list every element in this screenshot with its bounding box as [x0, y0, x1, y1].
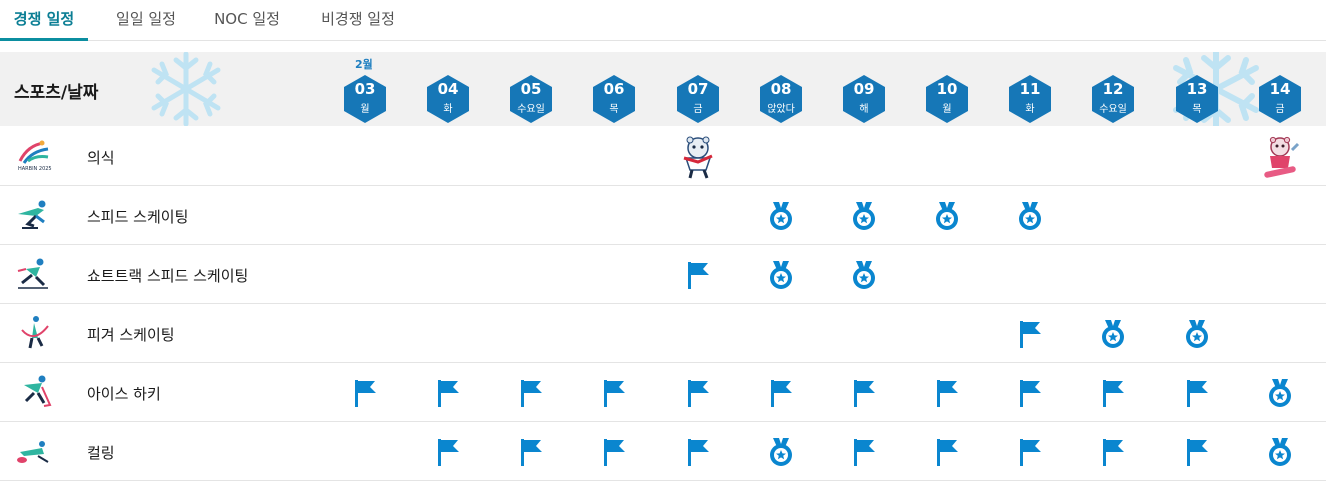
day-hexagon-06[interactable]: 06 목	[591, 74, 637, 124]
sport-name: 의식	[87, 149, 115, 167]
sport-date-heading: 스포츠/날짜	[14, 83, 99, 103]
day-weekday: 월	[942, 104, 952, 115]
sport-row[interactable]: 아이스 하키	[0, 363, 1326, 422]
day-weekday: 수요일	[1099, 104, 1127, 115]
event-flag-icon[interactable]	[764, 376, 798, 410]
day-hexagon-12[interactable]: 12 수요일	[1090, 74, 1136, 124]
medal-event-icon[interactable]	[847, 199, 881, 233]
month-label: 2월	[355, 58, 373, 71]
medal-event-icon[interactable]	[1013, 199, 1047, 233]
medal-event-icon[interactable]	[930, 199, 964, 233]
medal-event-icon[interactable]	[1263, 435, 1297, 469]
schedule-tabs: 경쟁 일정 일일 일정 NOC 일정 비경쟁 일정	[0, 0, 1326, 41]
harbin-2025-logo-icon: HARBIN 2025	[14, 137, 54, 175]
event-flag-icon[interactable]	[681, 376, 715, 410]
event-flag-icon[interactable]	[1180, 435, 1214, 469]
curling-icon	[14, 432, 54, 470]
day-hexagon-10[interactable]: 10 월	[924, 74, 970, 124]
sport-name: 피겨 스케이팅	[87, 326, 175, 344]
day-weekday: 앉았다	[767, 104, 795, 115]
day-weekday: 해	[859, 104, 869, 115]
event-flag-icon[interactable]	[1013, 317, 1047, 351]
day-hexagon-09[interactable]: 09 해	[841, 74, 887, 124]
event-flag-icon[interactable]	[597, 376, 631, 410]
day-number: 12	[1102, 80, 1124, 98]
medal-event-icon[interactable]	[1180, 317, 1214, 351]
sport-row[interactable]: HARBIN 2025 의식	[0, 127, 1326, 186]
day-hexagon-11[interactable]: 11 화	[1007, 74, 1053, 124]
figure-skating-icon	[14, 314, 54, 352]
tab-non-competition-schedule[interactable]: 비경쟁 일정	[321, 10, 395, 28]
day-weekday: 금	[1275, 104, 1285, 115]
day-weekday: 목	[1192, 104, 1202, 115]
event-flag-icon[interactable]	[930, 376, 964, 410]
day-weekday: 화	[1025, 104, 1035, 115]
medal-event-icon[interactable]	[764, 258, 798, 292]
svg-text:HARBIN 2025: HARBIN 2025	[18, 166, 52, 172]
day-number: 13	[1186, 80, 1208, 98]
medal-event-icon[interactable]	[1096, 317, 1130, 351]
event-flag-icon[interactable]	[348, 376, 382, 410]
event-flag-icon[interactable]	[514, 376, 548, 410]
event-flag-icon[interactable]	[1013, 435, 1047, 469]
day-hexagon-04[interactable]: 04 화	[425, 74, 471, 124]
event-flag-icon[interactable]	[681, 435, 715, 469]
event-flag-icon[interactable]	[514, 435, 548, 469]
sport-row[interactable]: 피겨 스케이팅	[0, 304, 1326, 363]
medal-event-icon[interactable]	[847, 258, 881, 292]
day-number: 09	[853, 80, 875, 98]
day-number: 11	[1019, 80, 1041, 98]
event-flag-icon[interactable]	[681, 258, 715, 292]
day-weekday: 월	[360, 104, 370, 115]
day-number: 05	[520, 80, 542, 98]
medal-event-icon[interactable]	[764, 199, 798, 233]
tab-daily-schedule[interactable]: 일일 일정	[116, 10, 176, 28]
medal-event-icon[interactable]	[764, 435, 798, 469]
sport-name: 컬링	[87, 444, 115, 462]
day-weekday: 수요일	[517, 104, 545, 115]
sport-name: 스피드 스케이팅	[87, 208, 189, 226]
event-flag-icon[interactable]	[847, 376, 881, 410]
day-number: 06	[603, 80, 625, 98]
day-hexagon-07[interactable]: 07 금	[675, 74, 721, 124]
day-hexagon-05[interactable]: 05 수요일	[508, 74, 554, 124]
day-hexagon-14[interactable]: 14 금	[1257, 74, 1303, 124]
medal-event-icon[interactable]	[1263, 376, 1297, 410]
event-flag-icon[interactable]	[597, 435, 631, 469]
day-hexagon-08[interactable]: 08 앉았다	[758, 74, 804, 124]
event-flag-icon[interactable]	[1180, 376, 1214, 410]
day-number: 10	[936, 80, 958, 98]
event-flag-icon[interactable]	[1096, 376, 1130, 410]
day-number: 14	[1269, 80, 1291, 98]
sport-name: 아이스 하키	[87, 385, 161, 403]
day-weekday: 금	[693, 104, 703, 115]
day-hexagon-03[interactable]: 03 월	[342, 74, 388, 124]
event-flag-icon[interactable]	[431, 376, 465, 410]
sport-row[interactable]: 컬링	[0, 422, 1326, 481]
day-number: 08	[770, 80, 792, 98]
day-weekday: 화	[443, 104, 453, 115]
event-flag-icon[interactable]	[1096, 435, 1130, 469]
ice-hockey-icon	[14, 373, 54, 411]
event-flag-icon[interactable]	[847, 435, 881, 469]
sport-row[interactable]: 스피드 스케이팅	[0, 186, 1326, 245]
event-flag-icon[interactable]	[1013, 376, 1047, 410]
snowflake-decoration-icon	[151, 52, 221, 126]
opening-ceremony-mascot-icon[interactable]	[678, 134, 718, 179]
day-hexagon-13[interactable]: 13 목	[1174, 74, 1220, 124]
closing-ceremony-mascot-icon[interactable]	[1260, 134, 1300, 178]
event-flag-icon[interactable]	[431, 435, 465, 469]
speed-skating-icon	[14, 196, 54, 234]
short-track-icon	[14, 255, 54, 293]
tab-noc-schedule[interactable]: NOC 일정	[214, 10, 280, 28]
sport-name: 쇼트트랙 스피드 스케이팅	[87, 267, 249, 285]
tab-competition-schedule[interactable]: 경쟁 일정	[0, 0, 88, 41]
sport-row[interactable]: 쇼트트랙 스피드 스케이팅	[0, 245, 1326, 304]
day-number: 04	[437, 80, 459, 98]
schedule-header: 스포츠/날짜 2월 03 월 04 화 05 수요일 06 목 07 금 08 앉았다 09 해 10 월 11…	[0, 52, 1326, 126]
day-number: 03	[354, 80, 376, 98]
day-weekday: 목	[609, 104, 619, 115]
event-flag-icon[interactable]	[930, 435, 964, 469]
day-number: 07	[687, 80, 709, 98]
